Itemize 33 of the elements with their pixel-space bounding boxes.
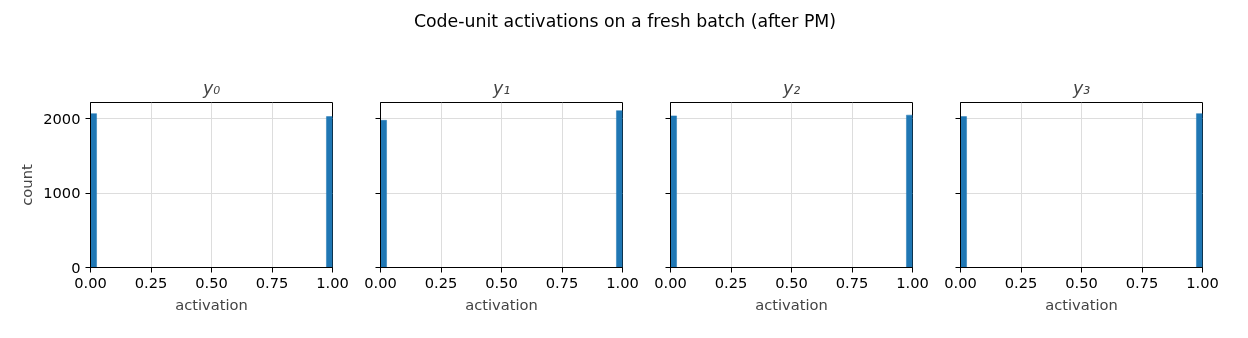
x-tick-label: 0.75 bbox=[255, 273, 289, 291]
chart-title: y₂ bbox=[781, 77, 801, 98]
x-tick-label: 0.50 bbox=[485, 273, 518, 291]
x-tick-label: 0.50 bbox=[1065, 273, 1098, 291]
x-tick-label: 1.00 bbox=[316, 273, 349, 291]
x-tick-label: 1.00 bbox=[1186, 273, 1219, 291]
y-axis-title: count bbox=[18, 164, 36, 206]
x-axis-title: activation bbox=[1045, 295, 1118, 313]
y-tick-label: 0 bbox=[71, 258, 81, 276]
chart-title: y₁ bbox=[491, 77, 511, 98]
x-axis-title: activation bbox=[175, 295, 248, 313]
x-tick-label: 0.00 bbox=[74, 273, 107, 291]
x-tick-label: 0.25 bbox=[1004, 273, 1038, 291]
x-tick-label: 0.00 bbox=[944, 273, 977, 291]
text: Code-unit activations on a fresh batch (after PM) bbox=[413, 10, 837, 33]
x-tick-label: 0.50 bbox=[195, 273, 228, 291]
x-tick-label: 0.25 bbox=[714, 273, 748, 291]
x-tick-label: 1.00 bbox=[606, 273, 639, 291]
x-tick-label: 1.00 bbox=[896, 273, 929, 291]
x-tick-label: 0.50 bbox=[775, 273, 808, 291]
y-tick-label: 2000 bbox=[43, 109, 81, 127]
x-tick-label: 0.25 bbox=[134, 273, 168, 291]
x-tick-label: 0.25 bbox=[424, 273, 458, 291]
x-axis-title: activation bbox=[755, 295, 828, 313]
x-tick-label: 0.00 bbox=[654, 273, 687, 291]
x-axis-title: activation bbox=[465, 295, 538, 313]
x-tick-label: 0.75 bbox=[835, 273, 869, 291]
x-tick-label: 0.00 bbox=[364, 273, 397, 291]
x-tick-label: 0.75 bbox=[545, 273, 579, 291]
y-tick-label: 1000 bbox=[43, 184, 81, 202]
x-tick-label: 0.75 bbox=[1125, 273, 1159, 291]
chart-title: y₀ bbox=[201, 77, 221, 98]
chart-title: y₃ bbox=[1071, 77, 1091, 98]
